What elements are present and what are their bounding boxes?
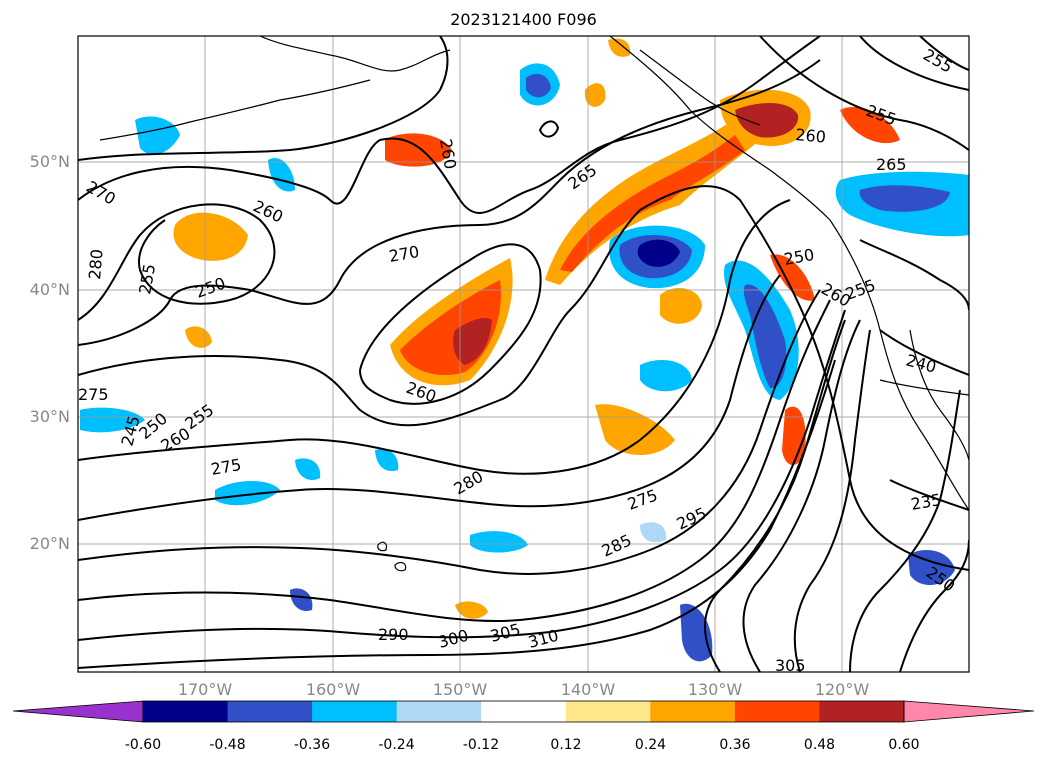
colorbar-tick-label: -0.48 <box>209 737 246 753</box>
fill-negative-6 <box>680 603 713 662</box>
fill-positive-small-2 <box>840 106 900 144</box>
colorbar-tick-label: 0.12 <box>550 737 582 753</box>
colorbar-segment <box>650 701 736 722</box>
coastlines <box>99 36 969 572</box>
fill-positive-central-dark <box>453 318 492 365</box>
colorbar-tick-label: -0.24 <box>378 737 415 753</box>
map-frame <box>77 35 970 673</box>
colorbar-segment <box>312 701 398 722</box>
lat-label: 30°N <box>29 407 70 426</box>
fill-negative-11 <box>375 449 399 472</box>
colorbar-tick-label: -0.36 <box>293 737 331 753</box>
fill-negative-ne-core <box>859 185 950 212</box>
colorbar-tick-label: 0.48 <box>803 737 836 753</box>
fill-negative-2 <box>268 158 295 192</box>
contour-label: 265 <box>876 155 907 174</box>
fill-positive-small-7 <box>455 601 488 619</box>
colorbar-tick-label: -0.60 <box>124 737 162 753</box>
map-title: 2023121400 F096 <box>450 10 597 29</box>
lon-label: 130°W <box>687 680 743 699</box>
colorbar-segment <box>481 701 567 722</box>
lon-label: 160°W <box>305 680 361 699</box>
fill-negative-9 <box>290 588 313 611</box>
fill-negative-4 <box>470 531 528 553</box>
lon-label: 170°W <box>177 680 233 699</box>
fill-negative-5 <box>215 481 280 506</box>
colorbar-segment <box>734 701 820 722</box>
colorbar <box>12 700 1035 723</box>
lat-label: 20°N <box>29 534 70 553</box>
contour-label: 260 <box>795 125 827 147</box>
fill-positive-small-10 <box>608 38 631 57</box>
fill-negative-nw-core <box>526 73 551 98</box>
fill-positive-small-1 <box>385 133 452 167</box>
colorbar-segments <box>143 701 905 722</box>
contours <box>78 36 969 672</box>
colorbar-tick-label: -0.12 <box>462 737 500 753</box>
fill-negative-3 <box>640 360 692 392</box>
lon-label: 140°W <box>560 680 616 699</box>
lon-label: 120°W <box>814 680 870 699</box>
lon-label: 150°W <box>432 680 488 699</box>
fill-positive-small-3 <box>584 83 606 107</box>
colorbar-tick-label: 0.60 <box>888 737 920 753</box>
contour-label: 290 <box>378 625 409 644</box>
fill-negative-10 <box>295 458 321 480</box>
colorbar-tick-label: 0.36 <box>719 737 751 753</box>
contour-label: 305 <box>775 656 806 675</box>
fill-negative-center-dark <box>637 239 680 267</box>
colorbar-frame <box>142 700 905 723</box>
map-background <box>78 36 969 672</box>
fill-positive-west <box>173 212 248 261</box>
fill-negative-12 <box>640 522 667 543</box>
lat-label: 50°N <box>29 152 70 171</box>
fill-positive-small-9 <box>770 254 815 301</box>
lat-label: 40°N <box>29 280 70 299</box>
fill-negative-east-core <box>743 284 787 389</box>
fill-negative-8 <box>80 407 145 433</box>
colorbar-tick-label: 0.24 <box>634 737 667 753</box>
colorbar-segment <box>396 701 482 722</box>
shaded-field <box>80 38 969 662</box>
contour-label: 275 <box>78 385 109 404</box>
fill-negative-7 <box>908 550 955 586</box>
fill-negative-1 <box>135 116 180 155</box>
fill-positive-small-5 <box>660 287 702 324</box>
colorbar-segment <box>819 701 905 722</box>
contour-label: 280 <box>85 248 107 280</box>
colorbar-extend-left <box>12 700 144 723</box>
fill-positive-nw-core <box>735 103 799 138</box>
colorbar-segment <box>565 701 651 722</box>
colorbar-extend-right <box>903 700 1035 723</box>
map-canvas: 260 270 265 260 280 275 255 250 270 260 … <box>77 35 970 675</box>
colorbar-segment <box>227 701 313 722</box>
colorbar-segment <box>143 701 229 722</box>
